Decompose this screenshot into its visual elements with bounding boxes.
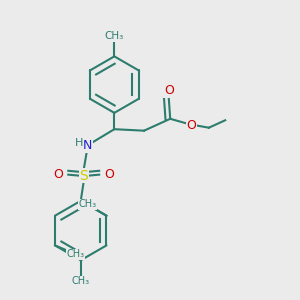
Text: O: O xyxy=(53,168,63,181)
Text: O: O xyxy=(187,119,196,132)
Text: CH₃: CH₃ xyxy=(105,32,124,41)
Text: O: O xyxy=(164,84,174,98)
Text: CH₃: CH₃ xyxy=(66,249,84,259)
Text: H: H xyxy=(74,138,83,148)
Text: CH₃: CH₃ xyxy=(72,276,90,286)
Text: CH₃: CH₃ xyxy=(78,200,96,209)
Text: O: O xyxy=(104,168,114,181)
Text: N: N xyxy=(83,139,92,152)
Text: S: S xyxy=(79,169,88,183)
